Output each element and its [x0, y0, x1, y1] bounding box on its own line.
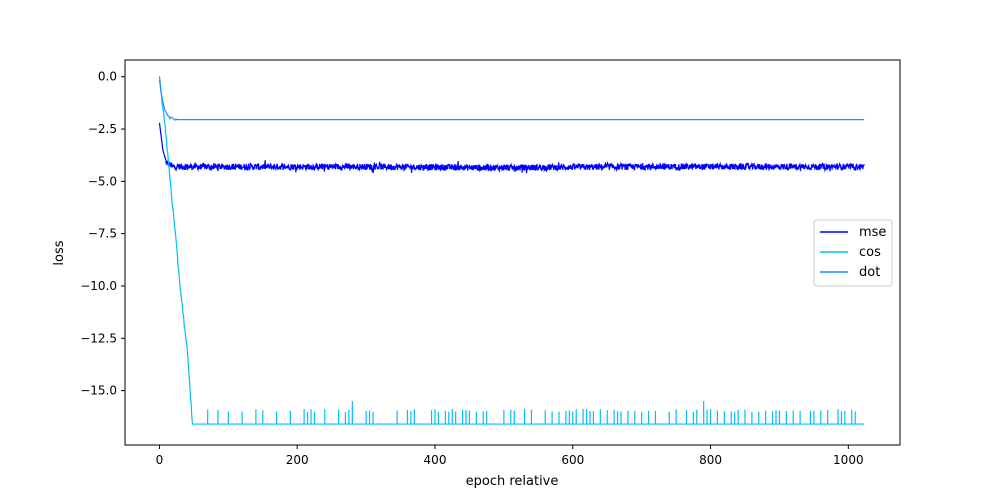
series-line-mse [158, 122, 865, 174]
x-axis: 0 200 400 600 800 1000 [156, 445, 864, 467]
y-axis: 0.0 −2.5 −5.0 −7.5 −10.0 −12.5 −15.0 [80, 70, 125, 398]
x-tick-label: 200 [286, 453, 309, 467]
x-tick-label: 0 [156, 453, 164, 467]
series-line-cos [158, 79, 865, 425]
x-tick-label: 1000 [833, 453, 864, 467]
y-tick-label: −7.5 [88, 227, 117, 241]
series-line-dot [158, 76, 865, 121]
legend-label-mse: mse [859, 225, 886, 240]
legend-label-cos: cos [859, 245, 881, 260]
legend-box [813, 219, 893, 287]
x-tick-label: 400 [424, 453, 447, 467]
plot-frame [124, 59, 901, 446]
y-tick-label: 0.0 [98, 70, 117, 84]
y-tick-label: −2.5 [88, 122, 117, 136]
x-tick-label: 800 [699, 453, 722, 467]
y-tick-label: −10.0 [80, 279, 117, 293]
y-tick-label: −12.5 [80, 331, 117, 345]
x-tick-label: 600 [561, 453, 584, 467]
legend: mse cos dot [813, 219, 893, 287]
y-axis-label: loss [52, 240, 67, 265]
x-axis-label: epoch relative [466, 474, 559, 489]
y-tick-label: −5.0 [88, 174, 117, 188]
plot-lines [158, 76, 865, 425]
legend-label-dot: dot [859, 265, 880, 280]
y-tick-label: −15.0 [80, 384, 117, 398]
